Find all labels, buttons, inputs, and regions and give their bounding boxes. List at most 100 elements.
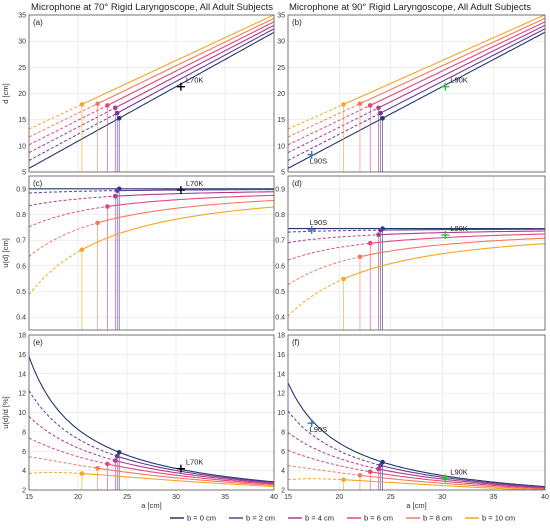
annotation-label: L90S	[310, 425, 328, 434]
y-tick-label: 10	[277, 410, 285, 417]
series-point	[114, 188, 120, 193]
series-line-dashed	[29, 437, 108, 465]
y-tick-label: 18	[277, 333, 285, 340]
series-point	[79, 471, 85, 476]
series-point	[95, 465, 100, 471]
y-tick-label: 12	[18, 391, 26, 398]
series-line-dashed	[29, 107, 116, 154]
x-tick-label: 15	[284, 494, 292, 501]
annotation-label: L90S	[310, 157, 328, 166]
y-tick-label: 18	[18, 333, 26, 340]
series-line-dashed	[288, 234, 378, 244]
series-line	[377, 24, 545, 109]
series-line	[104, 21, 274, 108]
annotation-label: L70K	[186, 76, 204, 85]
series-point	[114, 453, 120, 459]
series-point	[116, 449, 122, 455]
series-point	[341, 276, 346, 282]
series-line-dashed	[288, 449, 371, 473]
series-line-dashed	[29, 471, 81, 475]
series-line	[94, 17, 274, 106]
panel-a: 5 10 15 20 25 30 35 d [cm] L70K (a)	[1, 13, 275, 177]
series-line	[80, 206, 274, 251]
series-line	[80, 472, 274, 487]
legend-entry: b = 6 cm	[364, 514, 393, 523]
x-tick-label: 20	[336, 494, 344, 501]
panel-label: (f)	[292, 338, 300, 347]
x-tick-label: 35	[221, 494, 229, 501]
series-line	[114, 28, 274, 115]
series-line	[377, 28, 545, 115]
panel-frame	[287, 334, 546, 491]
series-line	[29, 31, 274, 169]
series-line-dashed	[29, 104, 81, 130]
y-tick-label: 16	[18, 352, 26, 359]
y-tick-label: 0.4	[275, 315, 285, 322]
x-tick-label: 15	[25, 494, 33, 501]
y-tick-label: 12	[277, 391, 285, 398]
series-line-dashed	[29, 103, 98, 138]
y-tick-label: 0.6	[16, 263, 26, 270]
series-line-dashed	[288, 103, 361, 138]
series-point	[79, 102, 85, 107]
y-tick-label: 5	[22, 170, 26, 177]
series-point	[378, 110, 383, 116]
annotation-label: L90K	[450, 467, 468, 476]
series-line	[95, 199, 274, 225]
series-line	[377, 228, 545, 231]
y-tick-label: 14	[18, 371, 26, 378]
series-line-dashed	[29, 416, 115, 461]
plot-area	[288, 15, 545, 172]
plot-area	[29, 186, 274, 330]
series-line-dashed	[288, 242, 371, 261]
series-line-dashed	[288, 104, 343, 130]
y-tick-label: 2	[22, 488, 26, 495]
y-tick-label: 5	[281, 170, 285, 177]
x-axis-label: a [cm]	[406, 501, 426, 510]
series-line	[114, 24, 274, 109]
series-line-dashed	[288, 256, 361, 286]
series-line	[114, 454, 274, 484]
annotation-label: L90K	[450, 76, 468, 85]
series-line	[288, 382, 545, 488]
panel-label: (c)	[33, 179, 43, 188]
plot-area	[29, 356, 274, 490]
x-tick-label: 40	[541, 494, 549, 501]
series-point	[380, 115, 385, 121]
series-line-dashed	[29, 222, 98, 257]
y-tick-label: 16	[277, 352, 285, 359]
x-tick-label: 30	[172, 494, 180, 501]
panel-label: (e)	[33, 338, 43, 347]
y-tick-label: 30	[277, 39, 285, 46]
series-line-dashed	[288, 107, 379, 154]
y-tick-label: 20	[18, 91, 26, 98]
series-line	[114, 191, 274, 197]
annotation-label: L70K	[186, 458, 204, 467]
panel-frame	[287, 14, 546, 173]
series-point	[116, 115, 122, 121]
series-line	[341, 15, 545, 106]
x-tick-label: 25	[123, 494, 131, 501]
y-tick-label: 14	[277, 371, 285, 378]
series-line-dashed	[29, 190, 118, 194]
y-tick-label: 6	[281, 449, 285, 456]
x-tick-label: 40	[270, 494, 278, 501]
y-tick-label: 0.7	[275, 238, 285, 245]
y-tick-label: 2	[281, 488, 285, 495]
series-line	[357, 237, 545, 258]
series-point	[105, 103, 110, 108]
legend: b = 0 cm b = 2 cm b = 4 cm b = 6 cm b = 8 cm…	[170, 514, 515, 523]
series-point	[105, 204, 110, 209]
y-tick-label: 30	[18, 39, 26, 46]
series-point	[376, 232, 381, 238]
panel-e: 2 4 6 8 10 12 14 16 18 15 20 25 30 35 40 u(d)/d [%] a [c…	[1, 333, 278, 511]
x-tick-label: 20	[74, 494, 82, 501]
column-title-left: Microphone at 70° Rigid Laryngoscope, Al…	[31, 2, 273, 13]
y-axis-label: d [cm]	[1, 83, 10, 103]
series-point	[79, 247, 85, 253]
y-tick-label: 15	[18, 117, 26, 124]
series-line-dashed	[288, 279, 343, 317]
series-line-dashed	[288, 410, 381, 466]
